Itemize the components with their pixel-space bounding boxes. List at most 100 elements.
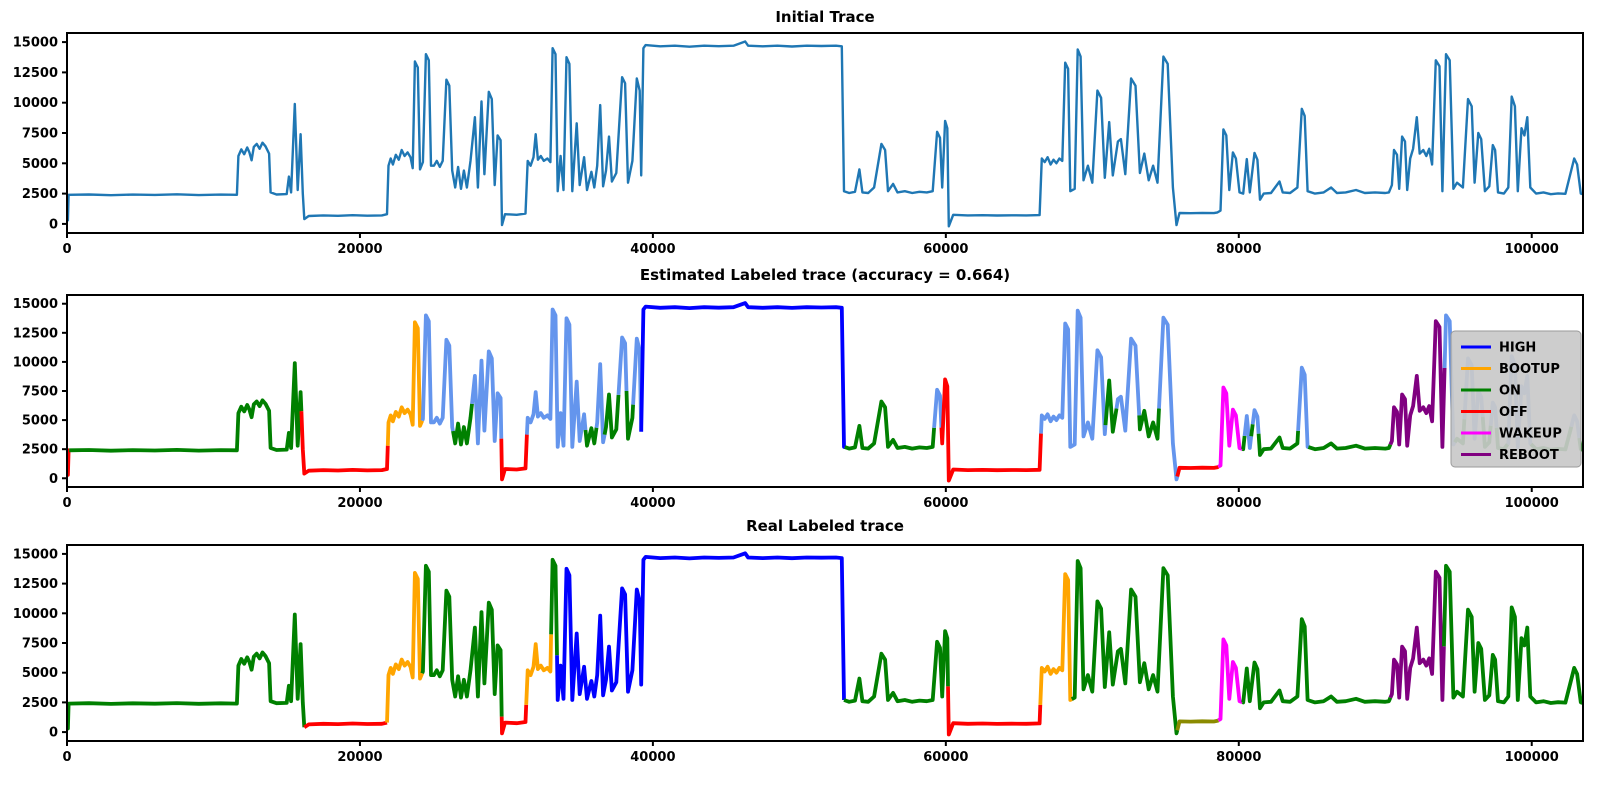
y-tick-label: 12500: [13, 66, 58, 81]
subplot-3-title: Real Labeled trace: [746, 517, 904, 535]
legend-label-reboot: REBOOT: [1499, 448, 1559, 463]
x-tick-label: 60000: [923, 750, 968, 765]
x-tick-label: 0: [62, 496, 71, 511]
y-tick-label: 15000: [13, 547, 58, 562]
y-tick-label: 2500: [22, 187, 58, 202]
trace-segment-high_light: [932, 387, 944, 428]
trace-segment-high_light: [1114, 336, 1142, 433]
y-tick-label: 15000: [13, 297, 58, 312]
trace-segment-off: [299, 411, 390, 476]
legend-label-on: ON: [1499, 384, 1521, 399]
trace-segment-on: [1137, 408, 1161, 441]
x-tick-label: 100000: [1505, 242, 1559, 257]
y-tick-label: 0: [49, 472, 58, 487]
x-tick-label: 100000: [1505, 750, 1559, 765]
trace-segment-wakeup: [1217, 637, 1244, 723]
x-tick-label: 0: [62, 750, 71, 765]
trace-segment-high_light: [594, 362, 607, 445]
trace-segment-on: [1241, 435, 1247, 452]
y-tick-label: 12500: [13, 577, 58, 592]
trace-segment-on: [69, 361, 304, 453]
trace-segment-high_light: [1242, 414, 1254, 450]
x-tick-label: 40000: [630, 496, 675, 511]
y-tick-label: 2500: [22, 696, 58, 711]
legend-label-wakeup: WAKEUP: [1499, 427, 1562, 442]
x-tick-label: 40000: [630, 242, 675, 257]
trace-segment-on: [583, 426, 599, 448]
trace-segment-on: [1442, 563, 1583, 705]
trace-segment-on: [1103, 378, 1119, 434]
x-tick-label: 40000: [630, 750, 675, 765]
legend-label-off: OFF: [1499, 405, 1528, 420]
y-tick-label: 7500: [22, 637, 58, 652]
trace-segment-on: [1249, 424, 1255, 437]
subplot-1-title: Initial Trace: [775, 8, 875, 26]
trace-segment-on: [451, 403, 474, 447]
y-tick-label: 5000: [22, 414, 58, 429]
x-tick-label: 80000: [1216, 242, 1261, 257]
legend-label-high: HIGH: [1499, 341, 1536, 356]
legend-label-bootup: BOOTUP: [1499, 362, 1560, 377]
subplot-2-title: Estimated Labeled trace (accuracy = 0.66…: [639, 266, 1011, 284]
trace-segment-off: [946, 686, 1043, 737]
trace-segment-low_idle: [1175, 718, 1220, 731]
trace-segment-reboot: [1388, 319, 1447, 449]
y-tick-label: 10000: [13, 607, 58, 622]
x-tick-label: 60000: [923, 242, 968, 257]
x-tick-label: 20000: [337, 242, 382, 257]
trace-segment-high: [555, 551, 846, 702]
trace-segment-on: [1256, 430, 1300, 457]
x-tick-label: 0: [62, 242, 71, 257]
trace-segment-trace: [67, 40, 1583, 228]
trace-segment-bootup: [1038, 572, 1073, 705]
y-tick-label: 15000: [13, 36, 58, 51]
trace-segment-high_light: [470, 349, 504, 446]
trace-segment-on: [1070, 559, 1180, 736]
trace-segment-on: [602, 392, 621, 440]
x-tick-label: 20000: [337, 496, 382, 511]
y-tick-label: 0: [49, 217, 58, 232]
trace-segment-high_light: [1039, 308, 1108, 449]
trace-segment-high_light: [1157, 315, 1180, 482]
trace-segment-on: [420, 563, 504, 717]
x-tick-label: 20000: [337, 750, 382, 765]
trace-segment-off: [1175, 465, 1220, 477]
trace-segment-reboot: [1388, 569, 1446, 702]
trace-segment-bootup: [524, 634, 553, 705]
trace-segment-high_light: [616, 335, 629, 396]
x-tick-label: 100000: [1505, 496, 1559, 511]
trace-segment-on: [1241, 617, 1393, 711]
trace-segment-on: [549, 557, 559, 656]
y-tick-label: 0: [49, 726, 58, 741]
y-tick-label: 12500: [13, 326, 58, 341]
trace-segment-on: [1307, 441, 1393, 452]
trace-segment-on: [844, 399, 936, 451]
trace-segment-on: [843, 629, 950, 704]
trace-segment-on: [624, 390, 635, 441]
x-tick-label: 60000: [923, 496, 968, 511]
y-tick-label: 7500: [22, 127, 58, 142]
trace-segment-high_light: [1250, 408, 1261, 434]
trace-segment-off: [499, 704, 529, 736]
trace-segment-high: [639, 301, 846, 449]
trace-segment-on: [67, 612, 307, 731]
trace-segment-off: [499, 434, 529, 482]
y-tick-label: 2500: [22, 443, 58, 458]
x-tick-label: 80000: [1216, 750, 1261, 765]
trace-segment-high_light: [525, 307, 588, 449]
x-tick-label: 80000: [1216, 496, 1261, 511]
trace-segment-high_light: [1296, 365, 1310, 449]
trace-segment-wakeup: [1217, 385, 1243, 469]
y-tick-label: 10000: [13, 96, 58, 111]
trace-segment-bootup: [385, 320, 424, 446]
y-tick-label: 5000: [22, 666, 58, 681]
trace-segment-bootup: [385, 571, 424, 723]
trace-segment-high_light: [420, 313, 455, 432]
trace-segment-off: [303, 720, 388, 729]
trace-segment-off: [939, 377, 1043, 483]
y-tick-label: 7500: [22, 385, 58, 400]
y-tick-label: 5000: [22, 157, 58, 172]
y-tick-label: 10000: [13, 355, 58, 370]
